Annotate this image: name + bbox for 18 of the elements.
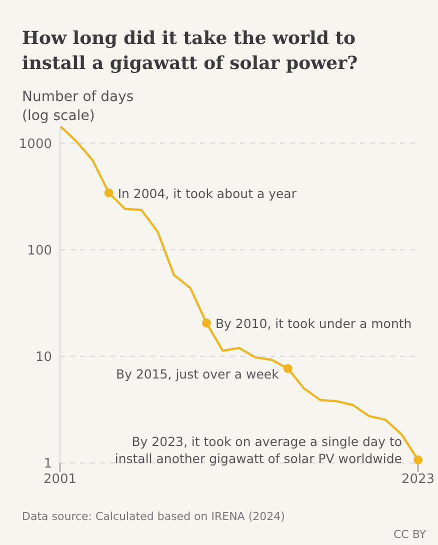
point — [202, 318, 211, 328]
y-tick-label: 10 — [35, 350, 52, 366]
point — [283, 364, 292, 373]
annotation: By 2010, it took under a month — [215, 316, 412, 331]
annotation: By 2023, it took on average a single day to install another gigawatt of solar PV worldwide — [114, 434, 402, 466]
chart-title: How long did it take the world to install a gigawatt of solar power? — [22, 27, 359, 76]
y-tick-label: 1000 — [18, 136, 52, 152]
y-axis-title: Number of days (log scale) — [22, 88, 134, 126]
source-note: Data source: Calculated based on IRENA (2024) — [22, 510, 285, 523]
point — [104, 188, 114, 198]
point — [414, 455, 422, 464]
y-tick-label: 100 — [27, 243, 52, 258]
text: CC BY — [393, 528, 426, 541]
annotation: By 2015, just over a week — [116, 366, 280, 382]
x-tick-label: 2001 — [43, 472, 77, 488]
x-tick-label: 2023 — [401, 472, 435, 488]
annotation: In 2004, it took about a year — [118, 186, 298, 201]
y-tick-label: 1 — [44, 456, 52, 472]
